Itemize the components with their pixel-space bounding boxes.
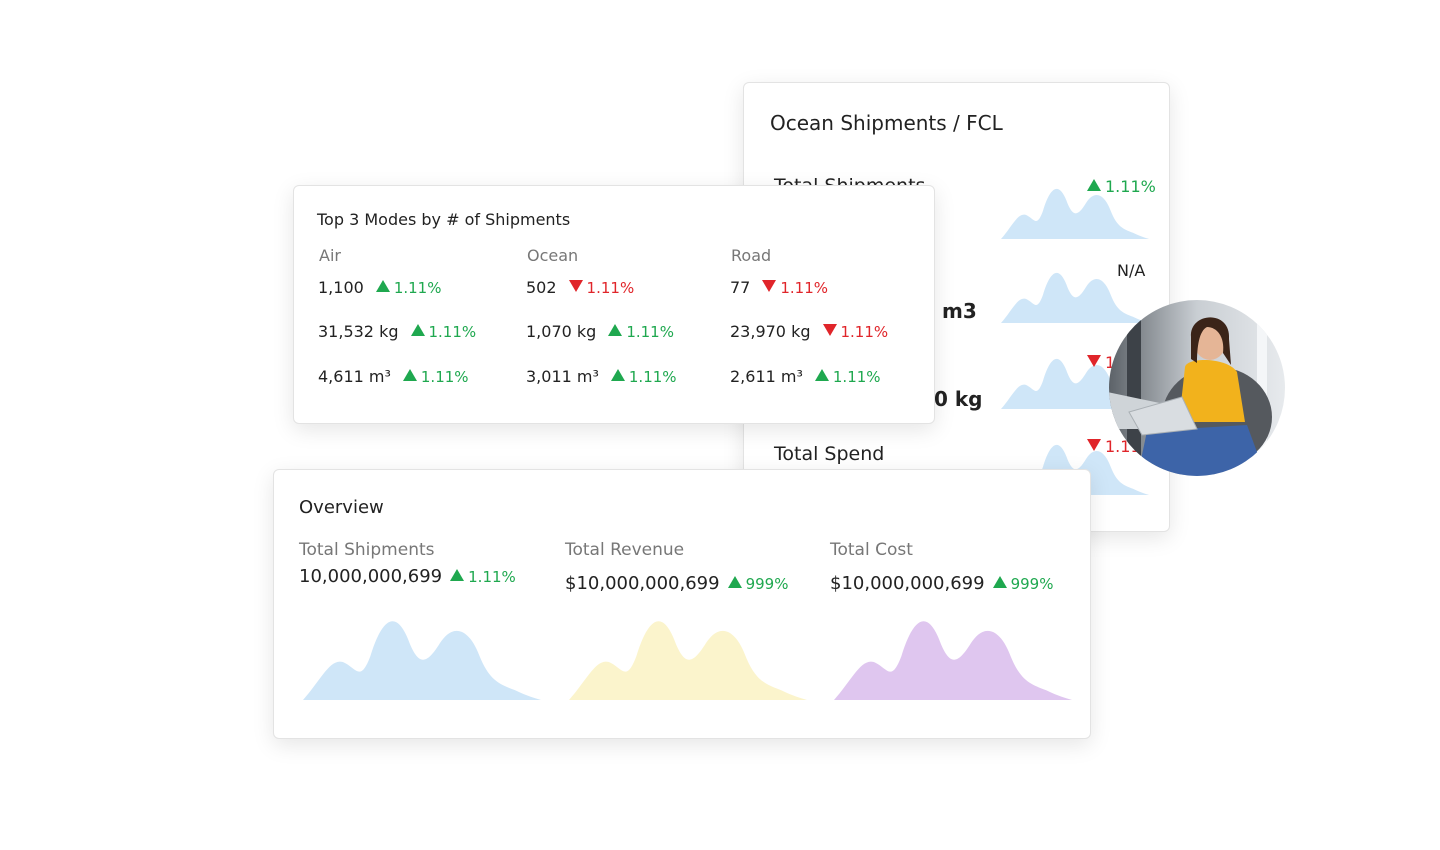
mode-value: 3,011 m³ <box>526 367 599 386</box>
mode-cell: 1,100 1.11% <box>318 278 441 297</box>
mode-value: 1,100 <box>318 278 364 297</box>
change: 1.11% <box>375 279 442 297</box>
metric-number: 10,000,000,699 <box>299 566 443 587</box>
sparkline <box>834 621 1072 700</box>
column-header: Road <box>731 246 772 265</box>
metric-number: $10,000,000,699 <box>830 573 985 594</box>
trend-icon <box>608 324 623 336</box>
change: N/A <box>1117 261 1146 280</box>
column-header: Ocean <box>527 246 579 265</box>
change-text: 1.11% <box>428 323 477 341</box>
change-text: 999% <box>745 575 789 593</box>
card-title: Top 3 Modes by # of Shipments <box>317 210 571 229</box>
change: 999% <box>727 575 789 593</box>
mode-cell: 1,070 kg 1.11% <box>526 322 674 341</box>
trend-icon <box>375 280 390 292</box>
overview-card: Overview Total Shipments 10,000,000,699 1.… <box>273 469 1091 739</box>
row-value: m3 <box>942 299 977 323</box>
mode-value: 2,611 m³ <box>730 367 803 386</box>
trend-icon <box>410 324 425 336</box>
change: 1.11% <box>1087 177 1156 196</box>
user-photo <box>1109 300 1285 476</box>
row-value: 0 kg <box>934 387 983 411</box>
change-text: 999% <box>1010 575 1054 593</box>
sparkline <box>303 621 541 700</box>
metric-number: $10,000,000,699 <box>565 573 720 594</box>
row-label: Total Spend <box>774 443 885 465</box>
mode-cell: 31,532 kg 1.11% <box>318 322 476 341</box>
card-title: Overview <box>299 497 384 518</box>
mode-cell: 23,970 kg 1.11% <box>730 322 888 341</box>
mode-value: 4,611 m³ <box>318 367 391 386</box>
mode-value: 23,970 kg <box>730 322 811 341</box>
change: 1.11% <box>608 323 674 341</box>
metric-label: Total Revenue <box>565 540 685 560</box>
mode-cell: 2,611 m³ 1.11% <box>730 367 881 386</box>
mode-value: 77 <box>730 278 751 297</box>
trend-icon <box>568 280 583 292</box>
change: 1.11% <box>822 323 889 341</box>
change: 999% <box>992 575 1054 593</box>
mode-cell: 3,011 m³ 1.11% <box>526 367 677 386</box>
change: 1.11% <box>568 279 635 297</box>
change: 1.11% <box>610 368 677 386</box>
mode-cell: 77 1.11% <box>730 278 828 297</box>
mode-value: 31,532 kg <box>318 322 399 341</box>
change-text: 1.11% <box>780 279 829 297</box>
mode-value: 502 <box>526 278 557 297</box>
mode-cell: 4,611 m³ 1.11% <box>318 367 469 386</box>
trend-icon <box>992 576 1007 588</box>
change: 1.11% <box>450 568 516 586</box>
metric-value: $10,000,000,699 999% <box>565 573 788 594</box>
change-text: 1.11% <box>832 368 881 386</box>
trend-icon <box>402 369 417 381</box>
mode-value: 1,070 kg <box>526 322 597 341</box>
top-modes-card: Top 3 Modes by # of Shipments Air 1,100 1.… <box>293 185 935 424</box>
sparkline <box>569 621 807 700</box>
metric-value: 10,000,000,699 1.11% <box>299 566 516 587</box>
change-text: 1.11% <box>628 368 677 386</box>
change-text: 1.11% <box>468 568 516 586</box>
trend-icon <box>822 324 837 336</box>
metric-label: Total Shipments <box>299 540 435 560</box>
change-text: 1.11% <box>840 323 889 341</box>
trend-icon <box>762 280 777 292</box>
mode-cell: 502 1.11% <box>526 278 634 297</box>
change-text: 1.11% <box>586 279 635 297</box>
change-text: 1.11% <box>626 323 674 341</box>
change-text: 1.11% <box>420 368 469 386</box>
change-text: 1.11% <box>393 279 442 297</box>
change: 1.11% <box>410 323 477 341</box>
card-title: Ocean Shipments / FCL <box>770 111 1003 135</box>
trend-icon <box>450 569 465 581</box>
change: 1.11% <box>814 368 881 386</box>
metric-value: $10,000,000,699 999% <box>830 573 1053 594</box>
change-text: 1.11% <box>1105 177 1156 196</box>
trend-icon <box>814 369 829 381</box>
change: 1.11% <box>762 279 828 297</box>
metric-label: Total Cost <box>830 540 913 560</box>
trend-icon <box>610 369 625 381</box>
change: 1.11% <box>402 368 469 386</box>
trend-icon <box>727 576 742 588</box>
column-header: Air <box>319 246 341 265</box>
